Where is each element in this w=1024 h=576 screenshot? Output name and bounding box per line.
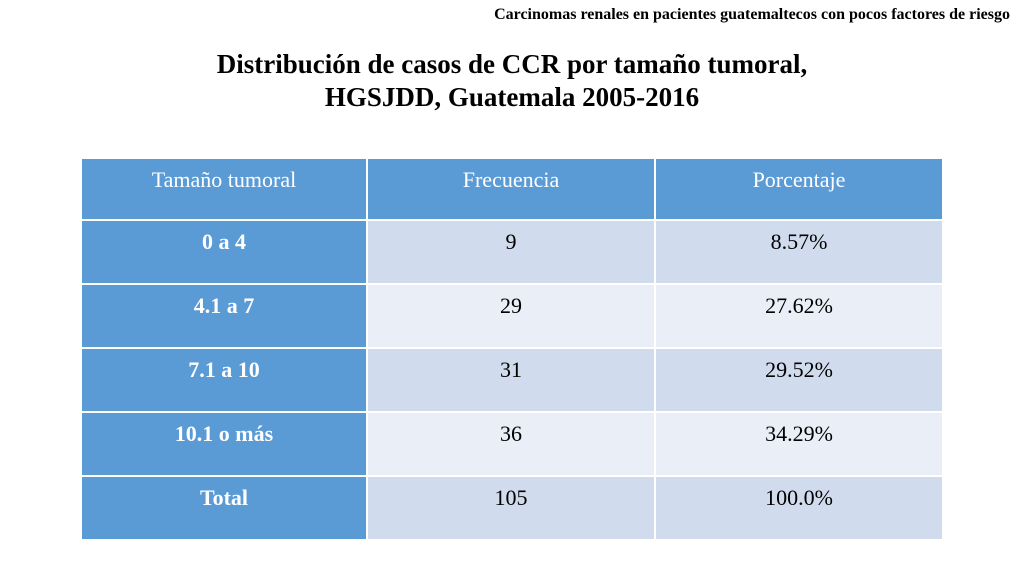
row-label: 0 a 4 bbox=[80, 219, 368, 285]
title-line-1: Distribución de casos de CCR por tamaño … bbox=[216, 49, 808, 79]
row-label: 4.1 a 7 bbox=[80, 283, 368, 349]
frequency-cell: 31 bbox=[366, 347, 656, 413]
column-header-frequency: Frecuencia bbox=[366, 157, 656, 221]
frequency-cell: 105 bbox=[366, 475, 656, 541]
percentage-cell: 27.62% bbox=[654, 283, 944, 349]
row-label: 10.1 o más bbox=[80, 411, 368, 477]
table-row-total: Total 105 100.0% bbox=[80, 475, 944, 541]
table-row: 7.1 a 10 31 29.52% bbox=[80, 347, 944, 413]
frequency-cell: 9 bbox=[366, 219, 656, 285]
title-line-2: HGSJDD, Guatemala 2005-2016 bbox=[324, 82, 700, 112]
column-header-size: Tamaño tumoral bbox=[80, 157, 368, 221]
frequency-cell: 29 bbox=[366, 283, 656, 349]
page-title: Distribución de casos de CCR por tamaño … bbox=[0, 48, 1024, 114]
percentage-cell: 29.52% bbox=[654, 347, 944, 413]
header-note: Carcinomas renales en pacientes guatemal… bbox=[494, 6, 1010, 23]
table-header-row: Tamaño tumoral Frecuencia Porcentaje bbox=[80, 157, 944, 221]
row-label: 7.1 a 10 bbox=[80, 347, 368, 413]
table-row: 4.1 a 7 29 27.62% bbox=[80, 283, 944, 349]
table-row: 0 a 4 9 8.57% bbox=[80, 219, 944, 285]
table-row: 10.1 o más 36 34.29% bbox=[80, 411, 944, 477]
row-label: Total bbox=[80, 475, 368, 541]
tumor-size-table: Tamaño tumoral Frecuencia Porcentaje 0 a… bbox=[80, 157, 944, 541]
column-header-percentage: Porcentaje bbox=[654, 157, 944, 221]
frequency-cell: 36 bbox=[366, 411, 656, 477]
percentage-cell: 8.57% bbox=[654, 219, 944, 285]
percentage-cell: 34.29% bbox=[654, 411, 944, 477]
percentage-cell: 100.0% bbox=[654, 475, 944, 541]
